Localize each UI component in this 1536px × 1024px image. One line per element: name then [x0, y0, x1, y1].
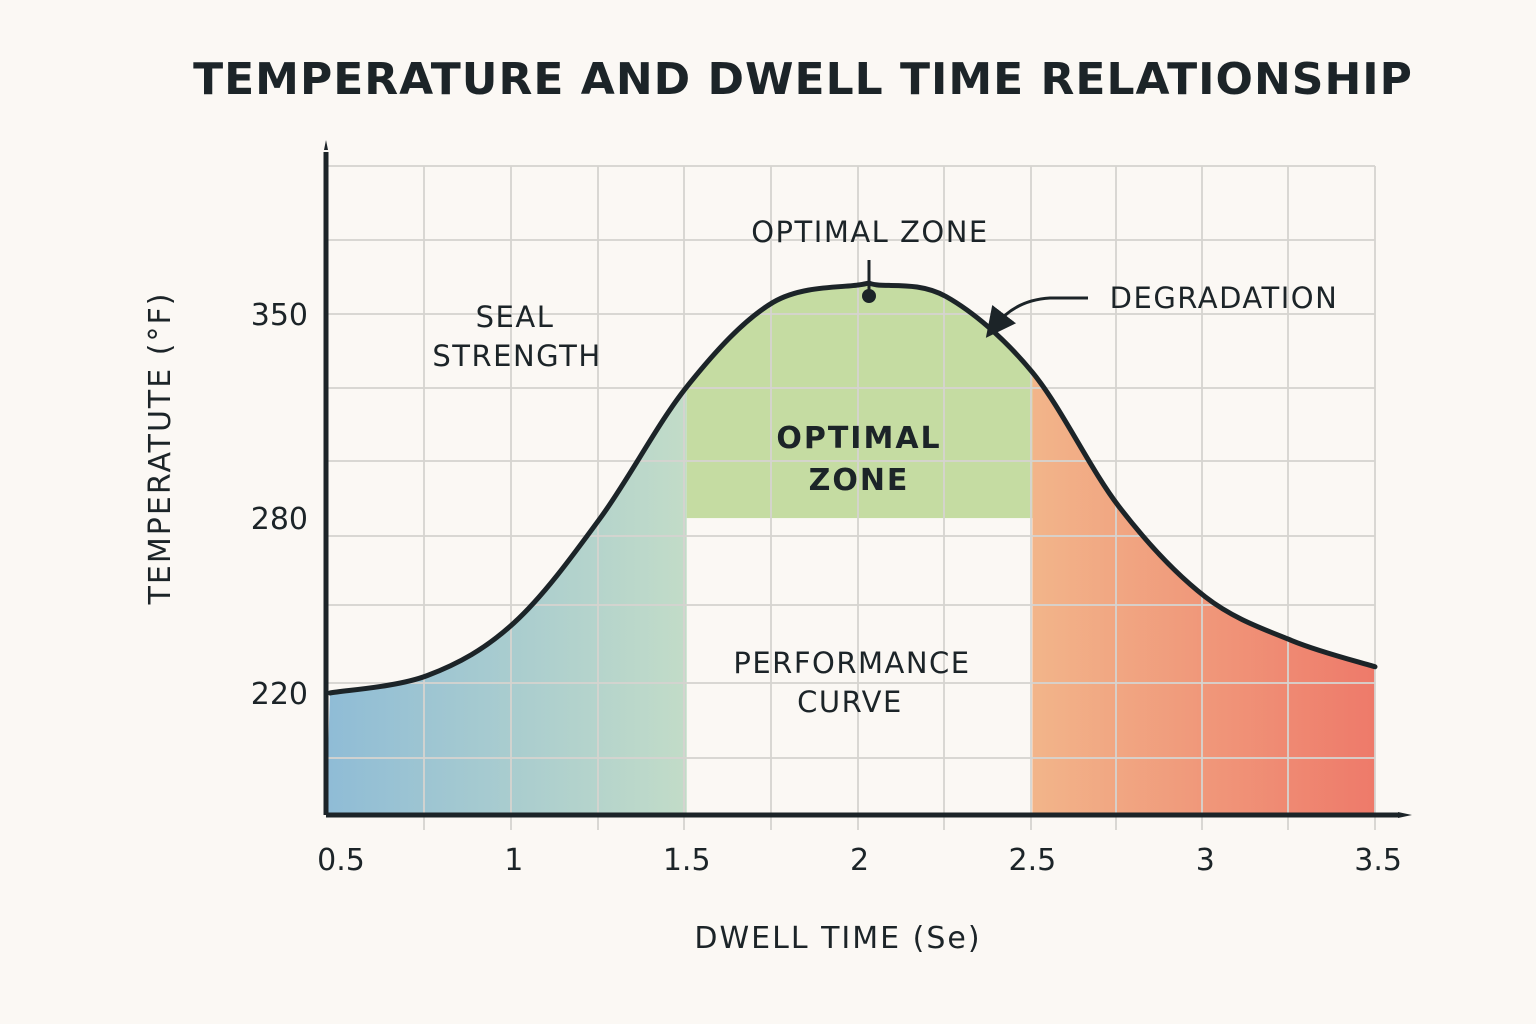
y-tick-labels: 350 280 220	[251, 298, 308, 712]
annotation-optimal-zone-line1: OPTIMAL	[776, 421, 941, 456]
annotation-degradation: DEGRADATION	[1110, 281, 1339, 315]
axes-layer	[323, 140, 1412, 818]
chart-title: TEMPERATURE AND DWELL TIME RELATIONSHIP	[193, 54, 1413, 105]
x-tick-label: 3	[1196, 843, 1215, 878]
annotation-optimal-zone-top: OPTIMAL ZONE	[751, 215, 989, 249]
degradation-arrow	[985, 296, 1088, 338]
x-tick-label: 2.5	[1009, 843, 1057, 878]
peak-point-marker	[862, 289, 876, 303]
y-tick-label: 220	[251, 677, 308, 712]
x-tick-label: 3.5	[1354, 843, 1402, 878]
y-axis-label: TEMPERATUTE (°F)	[143, 292, 178, 606]
region-seal-strength	[326, 283, 687, 815]
x-tick-label: 1	[504, 843, 523, 878]
x-axis-arrow-tip	[1398, 812, 1412, 818]
grid-layer	[326, 165, 1376, 830]
annotation-seal-strength-line2: STRENGTH	[432, 339, 601, 373]
annotation-performance-curve-line2: CURVE	[797, 685, 903, 719]
x-axis-label: DWELL TIME (Se)	[694, 921, 981, 956]
x-tick-label: 1.5	[663, 843, 711, 878]
x-tick-label: 2	[850, 843, 869, 878]
y-axis-arrow-tip	[324, 140, 328, 150]
annotation-performance-curve-line1: PERFORMANCE	[733, 646, 970, 680]
y-tick-label: 350	[251, 298, 308, 333]
x-tick-labels: 0.5 1 1.5 2 2.5 3 3.5	[317, 843, 1402, 878]
x-tick-label: 0.5	[317, 843, 365, 878]
annotation-optimal-zone-line2: ZONE	[809, 463, 910, 498]
region-degradation	[1032, 283, 1375, 815]
y-tick-label: 280	[251, 502, 308, 537]
annotation-seal-strength-line1: SEAL	[476, 300, 555, 334]
